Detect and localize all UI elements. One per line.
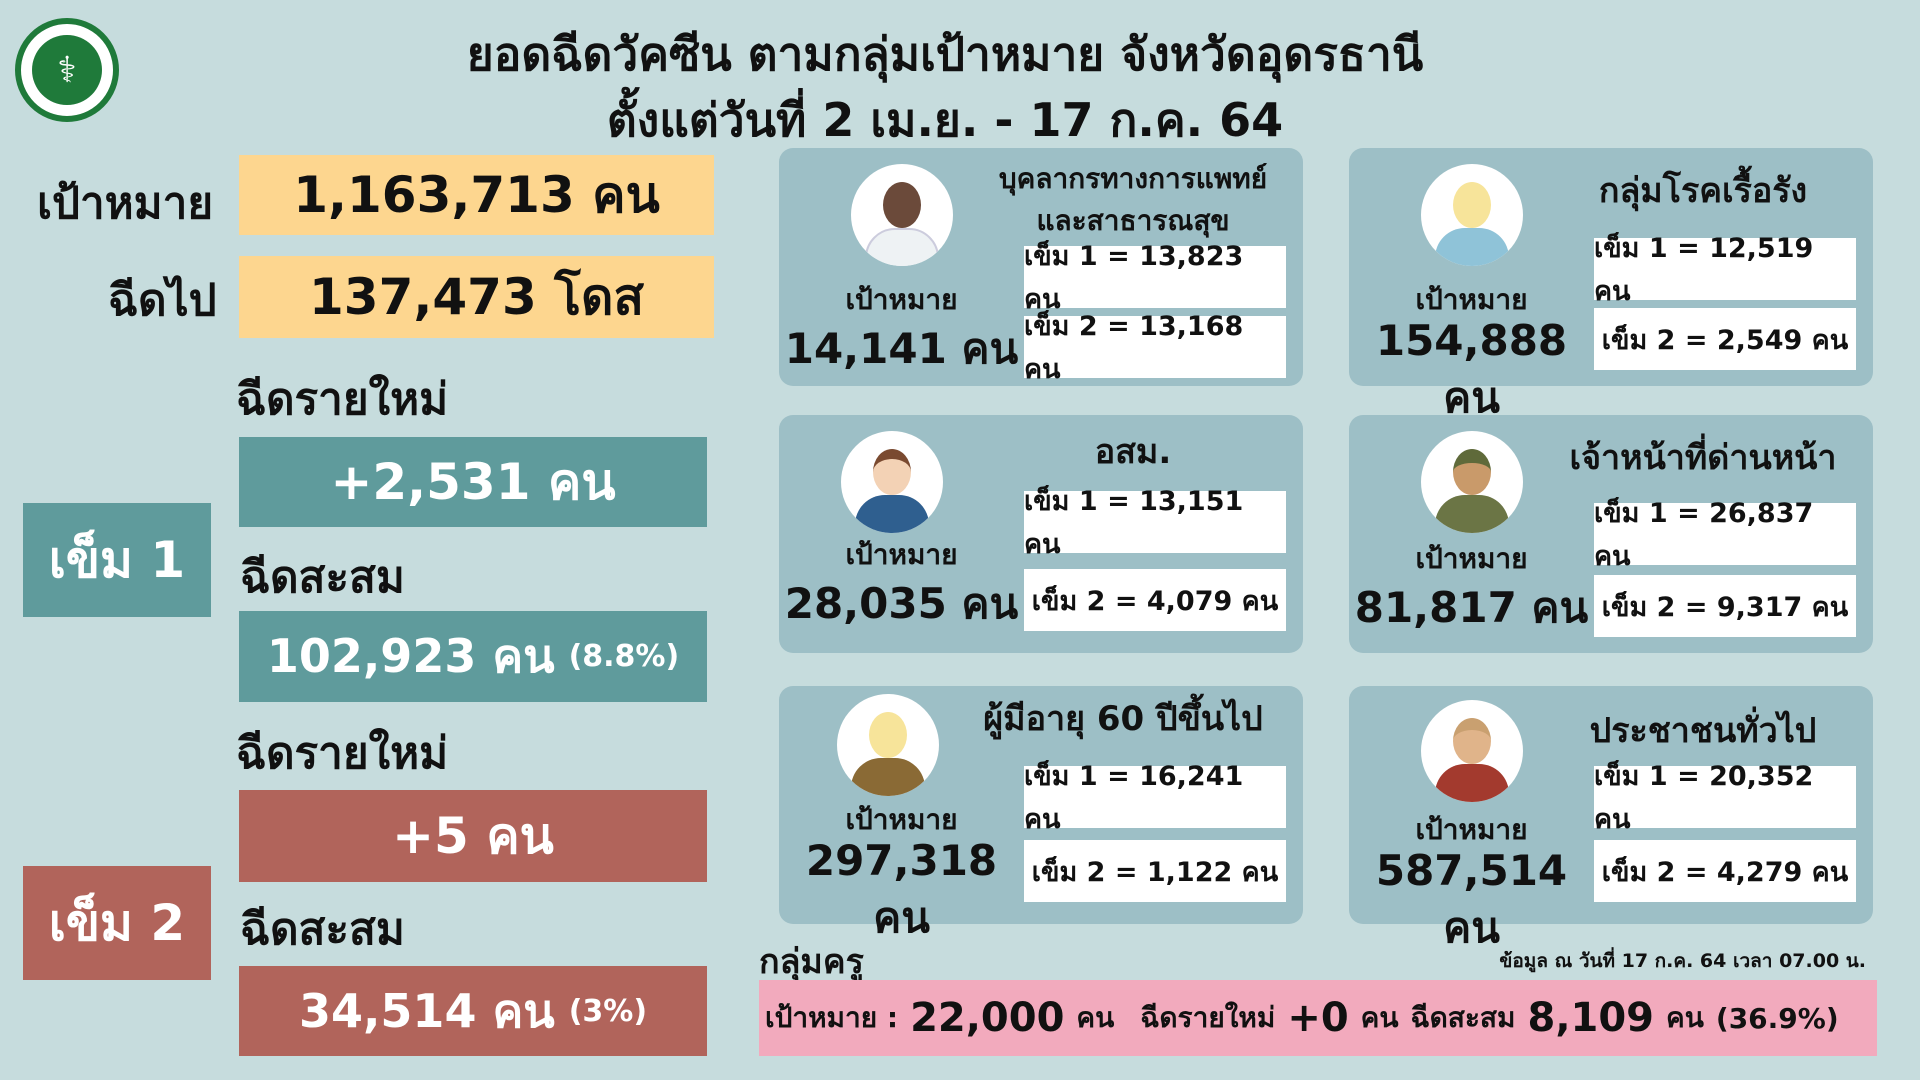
target-label: เป้าหมาย — [845, 283, 958, 316]
patient-icon — [1421, 164, 1523, 266]
dose2-count: เข็ม 2 = 4,279 คน — [1594, 840, 1856, 902]
dose1-new-value: +2,531 คน — [239, 437, 707, 527]
dose1-badge: เข็ม 1 — [23, 503, 211, 617]
group-card-elderly-60-plus: ผู้มีอายุ 60 ปีขึ้นไป เป้าหมาย 297,318 ค… — [779, 686, 1303, 942]
group-title: ประชาชนทั่วไป — [1589, 711, 1817, 751]
teachers-target-label: เป้าหมาย : — [765, 1001, 899, 1034]
group-card-general-public: ประชาชนทั่วไป เป้าหมาย 587,514 คน เข็ม 1… — [1349, 686, 1873, 952]
farmer-icon — [1421, 700, 1523, 802]
dose1-count: เข็ม 1 = 20,352 คน — [1594, 761, 1856, 835]
teachers-unit: คน — [1076, 1001, 1115, 1034]
dose2-count: เข็ม 2 = 1,122 คน — [1024, 840, 1286, 902]
teachers-cumulative-value: 8,109 — [1527, 995, 1655, 1041]
group-title: กลุ่มโรคเรื้อรัง — [1598, 171, 1808, 211]
group-card-chronic-disease: กลุ่มโรคเรื้อรัง เป้าหมาย 154,888 คน เข็… — [1349, 148, 1873, 422]
target-value: 28,035 คน — [784, 579, 1019, 628]
dose2-cumulative-percent: (3%) — [568, 993, 648, 1029]
teachers-new-label: ฉีดรายใหม่ — [1140, 1001, 1276, 1034]
target-value: 81,817 คน — [1354, 583, 1589, 632]
dose2-count: เข็ม 2 = 9,317 คน — [1594, 575, 1856, 637]
teachers-target-value: 22,000 — [910, 995, 1065, 1041]
page-title: ยอดฉีดวัคซีน ตามกลุ่มเป้าหมาย จังหวัดอุด… — [466, 27, 1424, 81]
target-value: 154,888 คน — [1375, 316, 1568, 422]
group-card-village-health-volunteers: อสม. เป้าหมาย 28,035 คน เข็ม 1 = 13,151 … — [779, 415, 1303, 653]
dose2-count: เข็ม 2 = 4,079 คน — [1024, 569, 1286, 631]
dose1-cumulative-value: 102,923 คน — [266, 629, 555, 683]
dose2-cumulative-label: ฉีดสะสม — [240, 904, 405, 955]
group-card-frontline-officers: เจ้าหน้าที่ด่านหน้า เป้าหมาย 81,817 คน เ… — [1349, 415, 1873, 653]
teachers-new-value: +0 — [1287, 995, 1349, 1041]
dose2-new-label: ฉีดรายใหม่ — [236, 728, 449, 779]
dose2-badge: เข็ม 2 — [23, 866, 211, 980]
ministry-of-public-health-logo: ⚕ — [15, 18, 119, 122]
data-timestamp-note: ข้อมูล ณ วันที่ 17 ก.ค. 64 เวลา 07.00 น. — [1499, 950, 1866, 972]
target-label: เป้าหมาย — [1415, 283, 1528, 316]
teachers-summary-bar: เป้าหมาย : 22,000 คน ฉีดรายใหม่ +0 คน ฉี… — [759, 980, 1877, 1056]
dose2-cumulative-value: 34,514 คน — [298, 983, 555, 1038]
injected-value: 137,473 โดส — [239, 256, 714, 338]
dose2-count: เข็ม 2 = 2,549 คน — [1594, 308, 1856, 370]
dose1-count: เข็ม 1 = 16,241 คน — [1024, 761, 1286, 835]
teachers-unit: คน — [1360, 1001, 1399, 1034]
teachers-cumulative-label: ฉีดสะสม — [1410, 1001, 1516, 1034]
doctor-icon — [851, 164, 953, 266]
target-label: เป้าหมาย — [845, 538, 958, 571]
target-value: 1,163,713 คน — [239, 155, 714, 235]
target-value: 14,141 คน — [784, 324, 1019, 373]
group-title: อสม. — [1094, 432, 1172, 472]
volunteer-icon — [841, 431, 943, 533]
dose2-new-value: +5 คน — [239, 790, 707, 882]
injected-label: ฉีดไป — [108, 275, 217, 326]
teachers-label: กลุ่มครู — [759, 942, 864, 982]
dose1-count: เข็ม 1 = 13,151 คน — [1024, 486, 1286, 560]
dose2-count: เข็ม 2 = 13,168 คน — [1024, 311, 1286, 385]
dose2-cumulative: 34,514 คน (3%) — [239, 966, 707, 1056]
soldier-icon — [1421, 431, 1523, 533]
group-card-medical-staff: บุคลากรทางการแพทย์และสาธารณสุข เป้าหมาย … — [779, 148, 1303, 386]
group-title: ผู้มีอายุ 60 ปีขึ้นไป — [983, 699, 1263, 739]
target-value: 297,318 คน — [805, 836, 998, 942]
dose1-count: เข็ม 1 = 12,519 คน — [1594, 233, 1856, 307]
page-subtitle: ตั้งแต่วันที่ 2 เม.ย. - 17 ก.ค. 64 — [606, 93, 1284, 147]
target-label: เป้าหมาย — [845, 803, 958, 836]
target-value: 587,514 คน — [1375, 846, 1568, 952]
teachers-unit: คน — [1666, 1001, 1704, 1034]
dose1-count: เข็ม 1 = 26,837 คน — [1594, 498, 1856, 572]
dose1-count: เข็ม 1 = 13,823 คน — [1024, 241, 1286, 315]
elderly-icon — [837, 694, 939, 796]
dose1-cumulative-label: ฉีดสะสม — [240, 552, 405, 603]
group-title: เจ้าหน้าที่ด่านหน้า — [1569, 438, 1837, 478]
dose1-new-label: ฉีดรายใหม่ — [236, 374, 449, 425]
target-label: เป้าหมาย — [1415, 813, 1528, 846]
target-label: เป้าหมาย — [37, 178, 214, 229]
dose1-cumulative-percent: (8.8%) — [568, 639, 680, 674]
dose1-cumulative: 102,923 คน (8.8%) — [239, 611, 707, 702]
group-title: บุคลากรทางการแพทย์และสาธารณสุข — [998, 162, 1268, 237]
teachers-cumulative-percent: (36.9%) — [1715, 1001, 1839, 1035]
target-label: เป้าหมาย — [1415, 542, 1528, 575]
